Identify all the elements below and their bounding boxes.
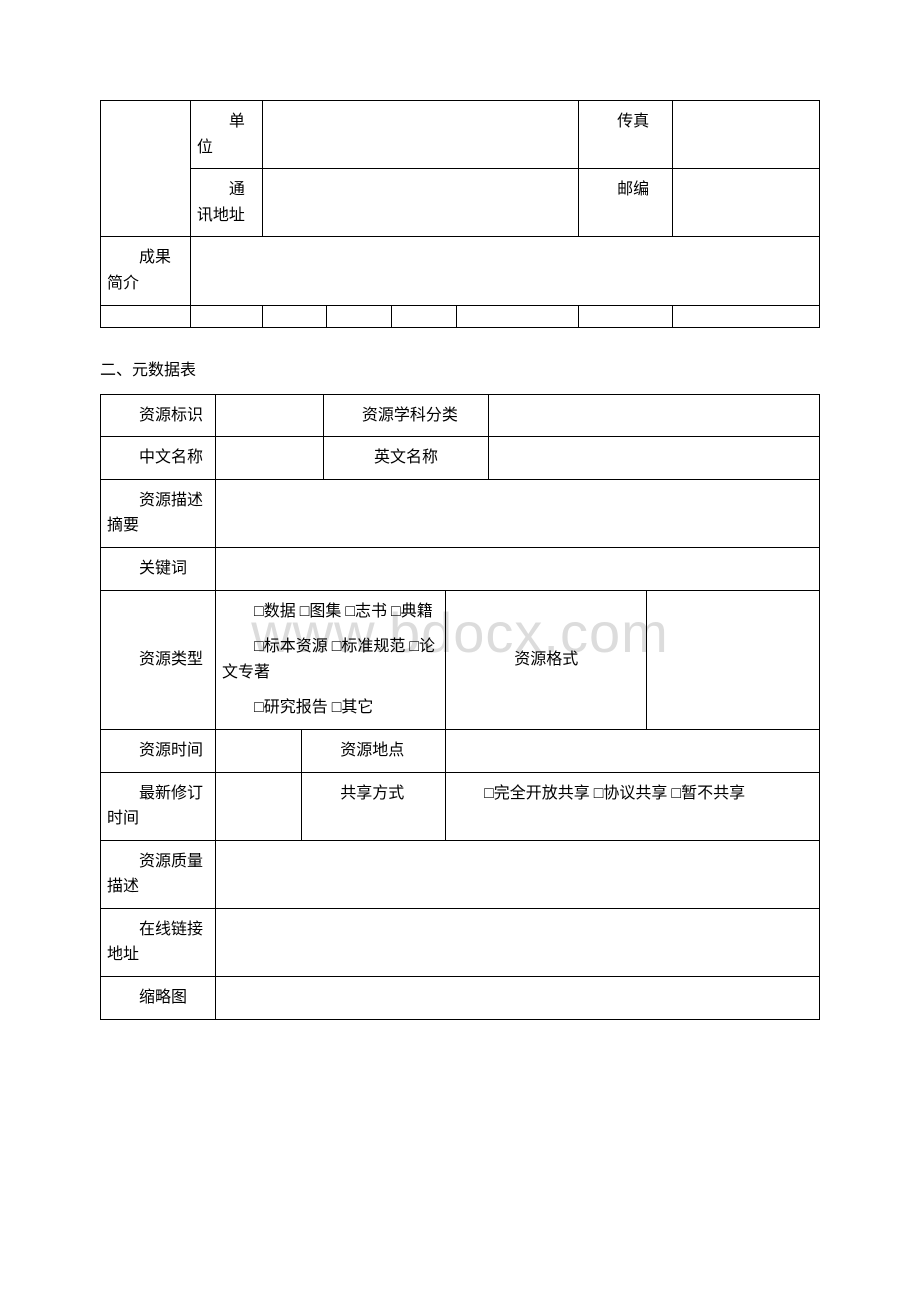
cell-label-share-mode: 共享方式 [302,772,446,840]
cell-blank [190,305,262,327]
cell-label-revision: 最新修订时间 [101,772,216,840]
cell-blank [456,305,578,327]
table-row: 关键词 [101,547,820,590]
cell-label-cn-name: 中文名称 [101,437,216,480]
cell-value-en-name [489,437,820,480]
resource-type-options-line1: □数据 □图集 □志书 □典籍 [222,599,439,625]
cell-blank [579,305,672,327]
cell-value-fax [672,101,819,169]
table-row: 成果简介 [101,237,820,305]
cell-value-resource-place [446,729,820,772]
cell-label-address: 通讯地址 [190,169,262,237]
cell-value-keyword [216,547,820,590]
table-row: 缩略图 [101,977,820,1020]
cell-value-format [647,590,820,729]
cell-label-format: 资源格式 [446,590,647,729]
cell-label-quality: 资源质量描述 [101,840,216,908]
cell-value-post [672,169,819,237]
table-row: 资源质量描述 [101,840,820,908]
cell-resource-type-options: □数据 □图集 □志书 □典籍 □标本资源 □标准规范 □论文专著 □研究报告 … [216,590,446,729]
table-row: 单位 传真 [101,101,820,169]
section-title-metadata: 二、元数据表 [100,356,820,380]
cell-value-intro [190,237,819,305]
cell-blank [101,305,191,327]
cell-label-resource-time: 资源时间 [101,729,216,772]
cell-value-unit [262,101,578,169]
table-row: 最新修订时间 共享方式 □完全开放共享 □协议共享 □暂不共享 [101,772,820,840]
cell-label-thumbnail: 缩略图 [101,977,216,1020]
cell-value-revision [216,772,302,840]
cell-blank [672,305,819,327]
table-row: 资源类型 □数据 □图集 □志书 □典籍 □标本资源 □标准规范 □论文专著 □… [101,590,820,729]
cell-value-link [216,908,820,976]
cell-value-thumbnail [216,977,820,1020]
cell-value-resource-time [216,729,302,772]
cell-value-resource-id [216,394,324,437]
cell-label-post: 邮编 [579,169,672,237]
table-metadata: 资源标识 资源学科分类 中文名称 英文名称 资源描述摘要 关键词 资源类型 [100,394,820,1020]
cell-share-options: □完全开放共享 □协议共享 □暂不共享 [446,772,820,840]
table-row [101,305,820,327]
cell-blank [101,101,191,237]
cell-label-resource-place: 资源地点 [302,729,446,772]
table-row: 在线链接地址 [101,908,820,976]
table-row: 资源时间 资源地点 [101,729,820,772]
cell-label-unit: 单位 [190,101,262,169]
cell-label-en-name: 英文名称 [323,437,488,480]
table-row: 资源标识 资源学科分类 [101,394,820,437]
cell-value-address [262,169,578,237]
resource-type-options-line2: □标本资源 □标准规范 □论文专著 [222,634,439,685]
cell-value-quality [216,840,820,908]
table-row: 中文名称 英文名称 [101,437,820,480]
table-row: 通讯地址 邮编 [101,169,820,237]
cell-label-link: 在线链接地址 [101,908,216,976]
cell-value-subject [489,394,820,437]
table-contact: 单位 传真 通讯地址 邮编 成果简介 [100,100,820,328]
cell-label-resource-id: 资源标识 [101,394,216,437]
cell-blank [327,305,392,327]
resource-type-options-line3: □研究报告 □其它 [222,695,439,721]
cell-blank [262,305,327,327]
table-row: 资源描述摘要 [101,479,820,547]
cell-label-resource-type: 资源类型 [101,590,216,729]
cell-blank [392,305,457,327]
cell-label-desc: 资源描述摘要 [101,479,216,547]
cell-label-keyword: 关键词 [101,547,216,590]
cell-label-fax: 传真 [579,101,672,169]
cell-value-cn-name [216,437,324,480]
cell-label-intro: 成果简介 [101,237,191,305]
cell-label-subject: 资源学科分类 [323,394,488,437]
cell-value-desc [216,479,820,547]
